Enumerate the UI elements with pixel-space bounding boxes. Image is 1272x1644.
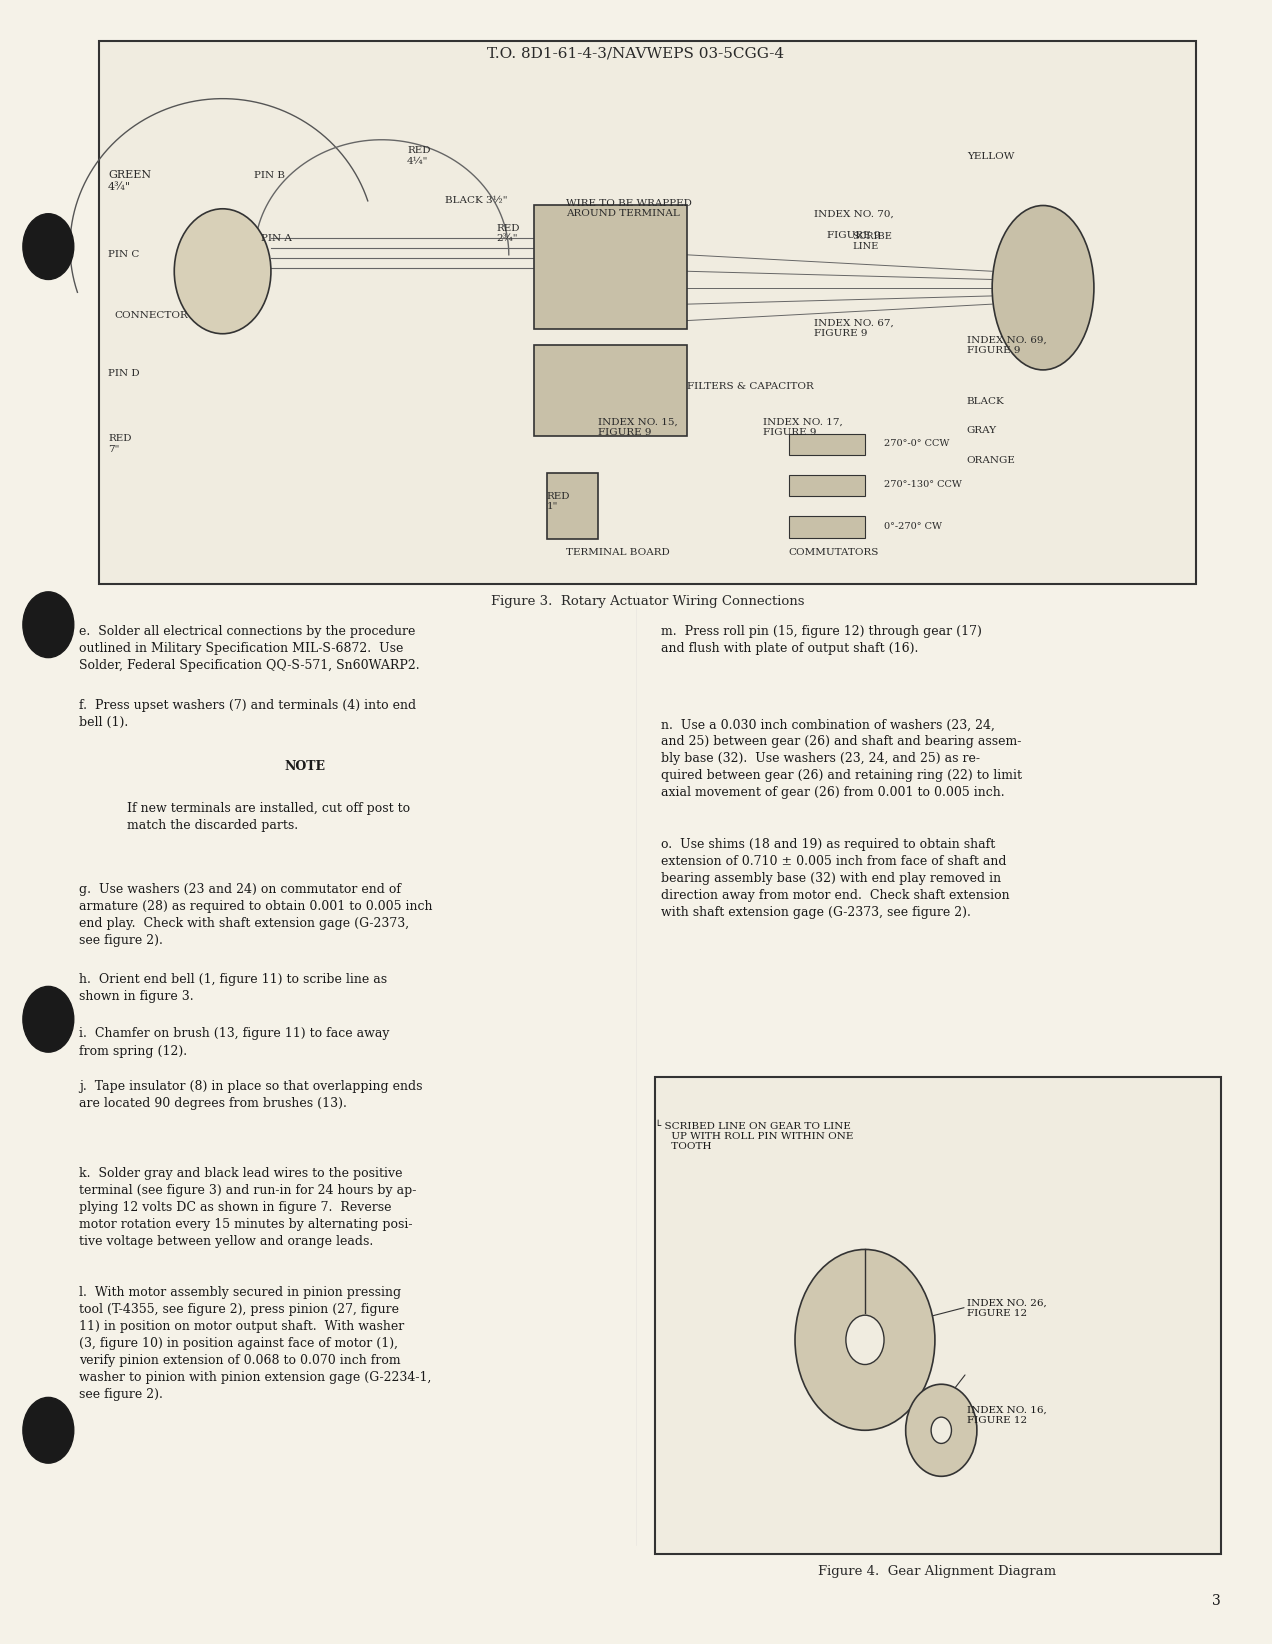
- Text: PIN B: PIN B: [254, 171, 285, 181]
- Bar: [99, 41, 1196, 584]
- Bar: [789, 516, 865, 538]
- Bar: [789, 434, 865, 455]
- Text: Figure 3.  Rotary Actuator Wiring Connections: Figure 3. Rotary Actuator Wiring Connect…: [491, 595, 804, 608]
- Text: k.  Solder gray and black lead wires to the positive
terminal (see figure 3) and: k. Solder gray and black lead wires to t…: [79, 1167, 416, 1248]
- Text: INDEX NO. 17,
FIGURE 9: INDEX NO. 17, FIGURE 9: [763, 418, 843, 437]
- Text: j.  Tape insulator (8) in place so that overlapping ends
are located 90 degrees : j. Tape insulator (8) in place so that o…: [79, 1080, 422, 1110]
- Bar: [789, 475, 865, 496]
- Text: SCRIBE
LINE: SCRIBE LINE: [852, 232, 892, 252]
- Text: f.  Press upset washers (7) and terminals (4) into end
bell (1).: f. Press upset washers (7) and terminals…: [79, 699, 416, 728]
- Text: GREEN
4¾": GREEN 4¾": [108, 169, 151, 192]
- Circle shape: [23, 1397, 74, 1463]
- Circle shape: [906, 1384, 977, 1476]
- Text: INDEX NO. 67,
FIGURE 9: INDEX NO. 67, FIGURE 9: [814, 319, 894, 339]
- Text: FIGURE 9: FIGURE 9: [827, 230, 880, 240]
- Text: RED
7": RED 7": [108, 434, 131, 454]
- Text: 0°-270° CW: 0°-270° CW: [884, 521, 943, 531]
- Ellipse shape: [992, 206, 1094, 370]
- Text: l.  With motor assembly secured in pinion pressing
tool (T-4355, see figure 2), : l. With motor assembly secured in pinion…: [79, 1286, 431, 1401]
- Circle shape: [931, 1417, 951, 1443]
- Text: T.O. 8D1-61-4-3/NAVWEPS 03-5CGG-4: T.O. 8D1-61-4-3/NAVWEPS 03-5CGG-4: [487, 46, 785, 61]
- Text: INDEX NO. 69,
FIGURE 9: INDEX NO. 69, FIGURE 9: [967, 335, 1047, 355]
- Bar: [534, 345, 687, 436]
- Text: n.  Use a 0.030 inch combination of washers (23, 24,
and 25) between gear (26) a: n. Use a 0.030 inch combination of washe…: [661, 718, 1023, 799]
- Text: i.  Chamfer on brush (13, figure 11) to face away
from spring (12).: i. Chamfer on brush (13, figure 11) to f…: [79, 1028, 389, 1057]
- Text: 270°-0° CCW: 270°-0° CCW: [884, 439, 949, 449]
- Text: INDEX NO. 15,
FIGURE 9: INDEX NO. 15, FIGURE 9: [598, 418, 678, 437]
- Text: e.  Solder all electrical connections by the procedure
outlined in Military Spec: e. Solder all electrical connections by …: [79, 625, 420, 672]
- Text: WIRE TO BE WRAPPED
AROUND TERMINAL: WIRE TO BE WRAPPED AROUND TERMINAL: [566, 199, 692, 219]
- Text: o.  Use shims (18 and 19) as required to obtain shaft
extension of 0.710 ± 0.005: o. Use shims (18 and 19) as required to …: [661, 838, 1010, 919]
- Text: INDEX NO. 70,: INDEX NO. 70,: [814, 209, 894, 219]
- Text: g.  Use washers (23 and 24) on commutator end of
armature (28) as required to ob: g. Use washers (23 and 24) on commutator…: [79, 883, 432, 947]
- Text: └ SCRIBED LINE ON GEAR TO LINE
     UP WITH ROLL PIN WITHIN ONE
     TOOTH: └ SCRIBED LINE ON GEAR TO LINE UP WITH R…: [655, 1121, 854, 1151]
- Text: h.  Orient end bell (1, figure 11) to scribe line as
shown in figure 3.: h. Orient end bell (1, figure 11) to scr…: [79, 973, 387, 1003]
- Text: BLACK 3½": BLACK 3½": [445, 196, 508, 206]
- Text: m.  Press roll pin (15, figure 12) through gear (17)
and flush with plate of out: m. Press roll pin (15, figure 12) throug…: [661, 625, 982, 654]
- Text: FILTERS & CAPACITOR: FILTERS & CAPACITOR: [687, 381, 814, 391]
- Bar: [655, 1077, 1221, 1554]
- Bar: [547, 473, 598, 539]
- Text: 3: 3: [1212, 1593, 1221, 1608]
- Text: GRAY: GRAY: [967, 426, 997, 436]
- Bar: [534, 206, 687, 329]
- Circle shape: [23, 214, 74, 279]
- Text: CONNECTOR: CONNECTOR: [114, 311, 188, 321]
- Circle shape: [23, 592, 74, 658]
- Text: RED
1": RED 1": [547, 492, 570, 511]
- Circle shape: [846, 1315, 884, 1365]
- Circle shape: [23, 986, 74, 1052]
- Text: 270°-130° CCW: 270°-130° CCW: [884, 480, 962, 490]
- Text: YELLOW: YELLOW: [967, 151, 1014, 161]
- Text: RED
2¾": RED 2¾": [496, 224, 519, 243]
- Text: TERMINAL BOARD: TERMINAL BOARD: [566, 547, 670, 557]
- Text: INDEX NO. 16,
FIGURE 12: INDEX NO. 16, FIGURE 12: [967, 1406, 1047, 1425]
- Text: Figure 4.  Gear Alignment Diagram: Figure 4. Gear Alignment Diagram: [818, 1565, 1057, 1578]
- Text: NOTE: NOTE: [285, 760, 326, 773]
- Text: PIN D: PIN D: [108, 368, 140, 378]
- Circle shape: [795, 1249, 935, 1430]
- Text: ORANGE: ORANGE: [967, 455, 1015, 465]
- Text: RED
4¼": RED 4¼": [407, 146, 430, 166]
- Text: COMMUTATORS: COMMUTATORS: [789, 547, 879, 557]
- Text: PIN C: PIN C: [108, 250, 140, 260]
- Text: PIN A: PIN A: [261, 233, 291, 243]
- Text: If new terminals are installed, cut off post to
match the discarded parts.: If new terminals are installed, cut off …: [127, 802, 411, 832]
- Text: INDEX NO. 26,
FIGURE 12: INDEX NO. 26, FIGURE 12: [967, 1299, 1047, 1318]
- Circle shape: [174, 209, 271, 334]
- Text: BLACK: BLACK: [967, 396, 1005, 406]
